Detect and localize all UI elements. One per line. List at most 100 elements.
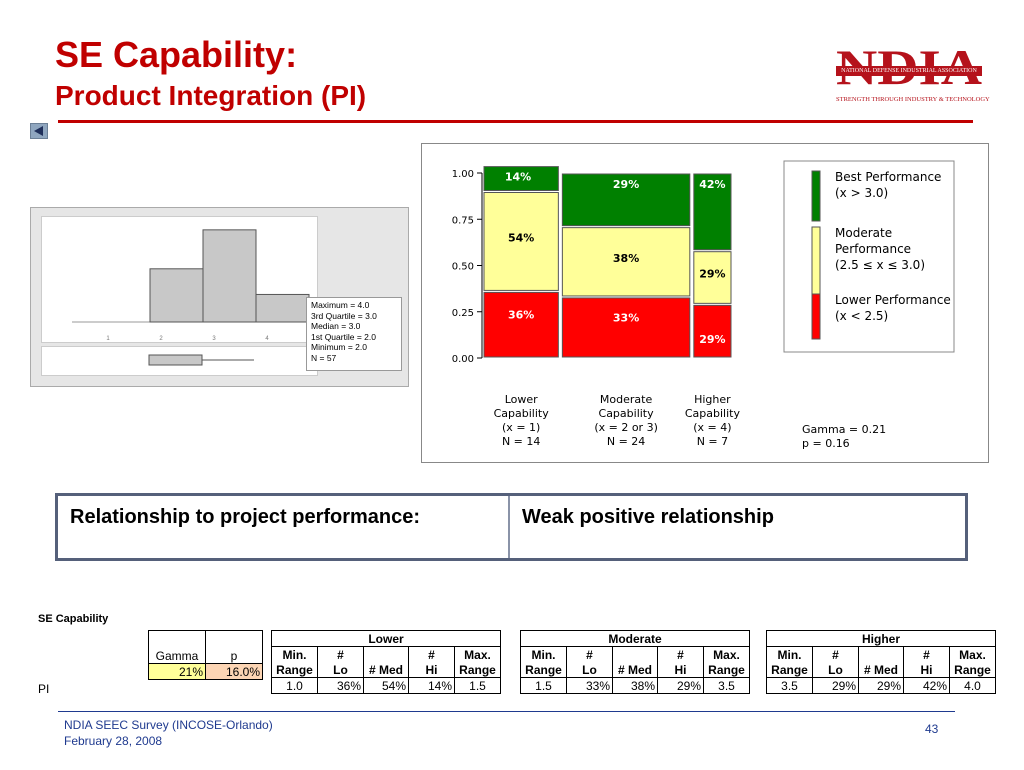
footer-date: February 28, 2008 bbox=[64, 734, 163, 748]
category-label: (x = 2 or 3) bbox=[594, 421, 658, 434]
pi-row-label: PI bbox=[38, 682, 50, 696]
gamma-label: Gamma = 0.21 bbox=[802, 423, 886, 436]
title-divider bbox=[58, 120, 973, 123]
group-value: 33% bbox=[566, 677, 613, 694]
col-header: # Med bbox=[363, 662, 409, 678]
col-header: Range bbox=[703, 662, 750, 678]
group-value: 29% bbox=[812, 677, 859, 694]
category-label: N = 14 bbox=[502, 435, 540, 448]
col-header: Hi bbox=[408, 662, 455, 678]
legend-label: Performance bbox=[835, 242, 911, 256]
se-capability-label: SE Capability bbox=[38, 613, 109, 625]
col-header: # bbox=[812, 646, 859, 662]
histogram-plot: 1 2 3 4 bbox=[41, 216, 318, 343]
histogram-tick: 2 bbox=[159, 336, 163, 342]
col-header: Max. bbox=[949, 646, 996, 662]
col-header bbox=[858, 646, 904, 662]
stats-box: Maximum = 4.0 3rd Quartile = 3.0 Median … bbox=[306, 297, 402, 371]
group-header: Higher bbox=[766, 630, 996, 647]
col-header bbox=[612, 646, 658, 662]
histogram-tick: 1 bbox=[106, 336, 110, 342]
col-header: Range bbox=[766, 662, 813, 678]
page-subtitle: Product Integration (PI) bbox=[55, 80, 367, 111]
histogram-tick: 3 bbox=[212, 336, 216, 342]
col-header: Range bbox=[454, 662, 501, 678]
logo-tagline: STRENGTH THROUGH INDUSTRY & TECHNOLOGY bbox=[836, 96, 990, 103]
col-header: Range bbox=[520, 662, 567, 678]
stat-q1: 1st Quartile = 2.0 bbox=[311, 331, 376, 342]
mosaic-value-label: 36% bbox=[508, 309, 534, 322]
mosaic-cell bbox=[561, 297, 691, 358]
mosaic-cell bbox=[693, 173, 732, 251]
col-header: Min. bbox=[520, 646, 567, 662]
legend-label: Moderate bbox=[835, 226, 892, 240]
category-label: Capability bbox=[599, 407, 655, 420]
footer-survey: NDIA SEEC Survey (INCOSE-Orlando) bbox=[64, 718, 273, 732]
mosaic-value-label: 29% bbox=[699, 268, 725, 281]
col-header: # bbox=[408, 646, 455, 662]
histogram-bar bbox=[202, 229, 257, 323]
p-value: 16.0% bbox=[205, 663, 263, 680]
y-tick-label: 0.50 bbox=[452, 262, 474, 273]
ndia-logo: NDIA NATIONAL DEFENSE INDUSTRIAL ASSOCIA… bbox=[836, 39, 990, 106]
col-header: Range bbox=[271, 662, 318, 678]
group-table-lower: Lower Min. # # Max. Range Lo # Med Hi Range 1.0 36%… bbox=[271, 630, 501, 694]
stat-n: N = 57 bbox=[311, 352, 337, 363]
category-label: Capability bbox=[685, 407, 741, 420]
group-value: 29% bbox=[858, 677, 904, 694]
mosaic-value-label: 29% bbox=[699, 333, 725, 346]
col-header: # bbox=[317, 646, 364, 662]
y-tick-label: 1.00 bbox=[452, 169, 474, 180]
legend-label: Best Performance bbox=[835, 170, 941, 184]
p-value-label: p = 0.16 bbox=[802, 437, 850, 450]
category-label: Higher bbox=[694, 393, 731, 406]
histogram-tick: 4 bbox=[265, 336, 269, 342]
col-header bbox=[363, 646, 409, 662]
left-arrow-icon bbox=[34, 126, 43, 136]
legend-swatch bbox=[811, 226, 821, 300]
group-value: 42% bbox=[903, 677, 950, 694]
relationship-table: Relationship to project performance: Wea… bbox=[55, 493, 968, 561]
col-header: Lo bbox=[566, 662, 613, 678]
col-header: # bbox=[657, 646, 704, 662]
col-header: Lo bbox=[812, 662, 859, 678]
legend-label: (x > 3.0) bbox=[835, 186, 888, 200]
col-header: # Med bbox=[612, 662, 658, 678]
y-tick-label: 0.75 bbox=[452, 215, 474, 226]
back-arrow-button[interactable] bbox=[30, 123, 48, 139]
category-label: N = 7 bbox=[697, 435, 728, 448]
col-header: Hi bbox=[903, 662, 950, 678]
legend-swatch bbox=[811, 293, 821, 340]
mosaic-value-label: 54% bbox=[508, 231, 534, 244]
mosaic-cell bbox=[483, 166, 559, 191]
category-label: Lower bbox=[505, 393, 538, 406]
category-label: (x = 4) bbox=[693, 421, 731, 434]
group-value: 4.0 bbox=[949, 677, 996, 694]
relationship-label: Relationship to project performance: bbox=[58, 496, 510, 558]
col-header: Lo bbox=[317, 662, 364, 678]
group-header: Moderate bbox=[520, 630, 750, 647]
mosaic-cell bbox=[561, 173, 691, 227]
category-label: N = 24 bbox=[607, 435, 645, 448]
group-value: 1.5 bbox=[520, 677, 567, 694]
legend-swatch bbox=[811, 170, 821, 222]
gamma-header: Gamma bbox=[148, 630, 206, 664]
stat-q3: 3rd Quartile = 3.0 bbox=[311, 310, 377, 321]
histogram-bar bbox=[255, 293, 310, 323]
group-value: 38% bbox=[612, 677, 658, 694]
mosaic-cell bbox=[483, 291, 559, 358]
mosaic-value-label: 33% bbox=[613, 311, 639, 324]
relationship-value: Weak positive relationship bbox=[522, 506, 774, 528]
category-label: Capability bbox=[494, 407, 550, 420]
mosaic-value-label: 38% bbox=[613, 252, 639, 265]
stat-max: Maximum = 4.0 bbox=[311, 300, 370, 310]
page-number: 43 bbox=[925, 722, 939, 736]
category-label: Moderate bbox=[600, 393, 653, 406]
group-value: 14% bbox=[408, 677, 455, 694]
legend-label: (x < 2.5) bbox=[835, 309, 888, 323]
mosaic-cell bbox=[561, 227, 691, 297]
page-title: SE Capability: bbox=[55, 34, 298, 75]
group-value: 36% bbox=[317, 677, 364, 694]
p-header: p bbox=[205, 630, 263, 664]
logo-band: NATIONAL DEFENSE INDUSTRIAL ASSOCIATION bbox=[836, 66, 982, 76]
